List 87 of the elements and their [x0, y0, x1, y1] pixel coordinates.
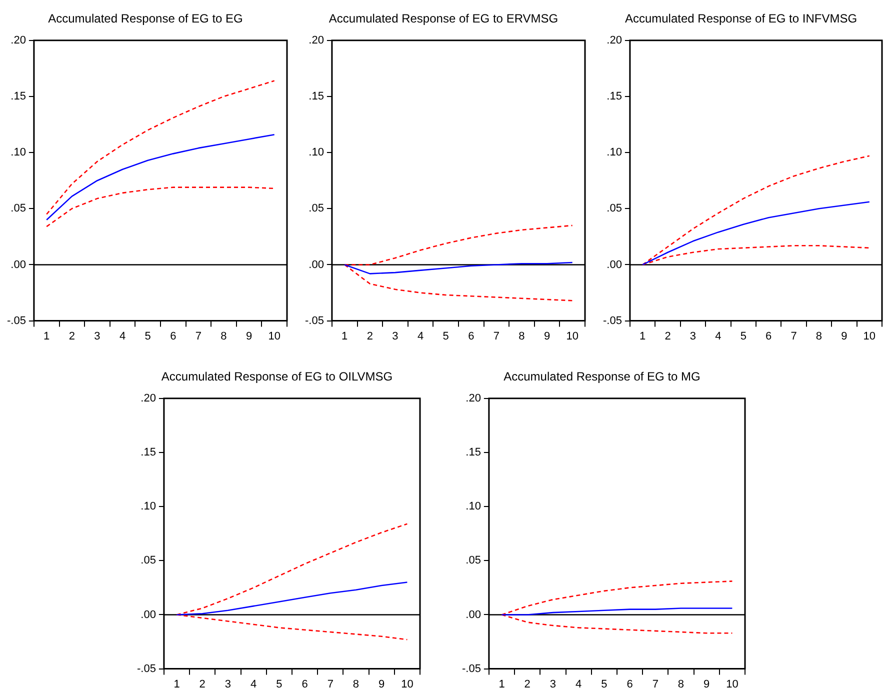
x-tick-label: 10 [726, 678, 738, 690]
x-tick-label: 9 [378, 678, 385, 690]
y-tick-label: .20 [140, 392, 156, 404]
y-tick-label: .10 [140, 500, 156, 513]
x-tick-label: 6 [468, 330, 474, 342]
x-tick-label: 6 [170, 330, 176, 342]
x-tick-label: 8 [678, 678, 684, 690]
y-tick-label: -.05 [602, 314, 622, 327]
y-tick-label: .00 [10, 258, 26, 271]
y-tick-label: .15 [140, 446, 156, 459]
y-tick-label: .15 [10, 90, 26, 103]
y-tick-label: .00 [308, 258, 324, 271]
x-tick-label: 4 [576, 678, 582, 690]
x-tick-label: 1 [639, 330, 646, 342]
y-tick-label: -.05 [6, 314, 26, 327]
x-tick-label: 9 [544, 330, 550, 342]
chart-title: Accumulated Response of EG to INFVMSG [624, 12, 858, 26]
chart-title: Accumulated Response of EG to EG [48, 12, 243, 26]
y-tick-label: .05 [10, 202, 26, 215]
x-tick-label: 10 [863, 330, 876, 342]
y-tick-label: .20 [308, 34, 324, 46]
x-tick-label: 2 [366, 330, 373, 342]
y-tick-label: .20 [606, 34, 622, 46]
x-tick-label: 6 [302, 678, 308, 690]
y-tick-label: .05 [606, 202, 622, 215]
x-tick-label: 10 [401, 678, 414, 690]
y-tick-label: .00 [606, 258, 622, 271]
x-tick-label: 6 [766, 330, 772, 342]
x-tick-label: 1 [174, 678, 180, 690]
x-tick-label: 7 [493, 330, 500, 342]
y-tick-label: .10 [466, 500, 481, 513]
y-tick-label: -.05 [304, 314, 324, 327]
line-series [46, 186, 275, 228]
x-tick-label: 5 [601, 678, 608, 690]
x-tick-label: 3 [94, 330, 100, 342]
x-tick-label: 1 [498, 678, 505, 690]
x-tick-label: 4 [417, 330, 424, 342]
x-tick-label: 1 [342, 330, 348, 342]
y-tick-label: .05 [308, 202, 324, 215]
x-tick-label: 8 [220, 330, 227, 342]
chart-title: Accumulated Response of EG to OILVMSG [161, 370, 393, 384]
y-tick-label: .05 [140, 554, 156, 567]
x-tick-label: 1 [44, 330, 50, 342]
x-tick-label: 5 [144, 330, 151, 342]
y-tick-label: .15 [308, 90, 324, 103]
x-tick-label: 9 [704, 678, 710, 690]
x-tick-label: 2 [664, 330, 671, 342]
x-tick-label: 7 [327, 678, 334, 690]
x-tick-label: 7 [652, 678, 658, 690]
y-tick-label: .15 [606, 90, 622, 103]
x-tick-label: 7 [790, 330, 797, 342]
x-tick-label: 8 [518, 330, 525, 342]
x-tick-label: 7 [195, 330, 202, 342]
chart-title: Accumulated Response of EG to MG [504, 370, 700, 384]
y-tick-label: .15 [466, 446, 481, 459]
x-tick-label: 5 [740, 330, 746, 342]
x-tick-label: 3 [392, 330, 398, 342]
x-tick-label: 2 [524, 678, 530, 690]
x-tick-label: 3 [690, 330, 696, 342]
x-tick-label: 8 [352, 678, 360, 690]
x-tick-label: 9 [841, 330, 848, 342]
x-tick-label: 10 [268, 330, 280, 342]
y-tick-label: .00 [140, 608, 156, 621]
x-tick-label: 5 [442, 330, 449, 342]
x-tick-label: 3 [224, 678, 232, 690]
x-tick-label: 2 [199, 678, 206, 690]
x-tick-label: 2 [68, 330, 75, 342]
y-tick-label: .20 [466, 392, 481, 404]
y-tick-label: .10 [606, 146, 622, 159]
line-series [46, 80, 275, 215]
y-tick-label: -.05 [136, 662, 156, 675]
x-tick-label: 4 [250, 678, 257, 690]
x-tick-label: 9 [246, 330, 252, 342]
x-tick-label: 6 [626, 678, 633, 690]
x-tick-label: 4 [119, 330, 126, 342]
x-tick-label: 4 [715, 330, 722, 342]
y-tick-label: .10 [308, 146, 324, 159]
y-tick-label: .00 [466, 608, 481, 621]
x-tick-label: 8 [816, 330, 822, 342]
x-tick-label: 10 [566, 330, 578, 342]
y-tick-label: .10 [10, 146, 26, 159]
chart-title: Accumulated Response of EG to ERVMSG [328, 12, 558, 26]
y-tick-label: .20 [10, 34, 26, 46]
x-tick-label: 3 [550, 678, 556, 690]
y-tick-label: -.05 [462, 662, 481, 675]
x-tick-label: 5 [276, 678, 282, 690]
y-tick-label: .05 [466, 554, 481, 567]
